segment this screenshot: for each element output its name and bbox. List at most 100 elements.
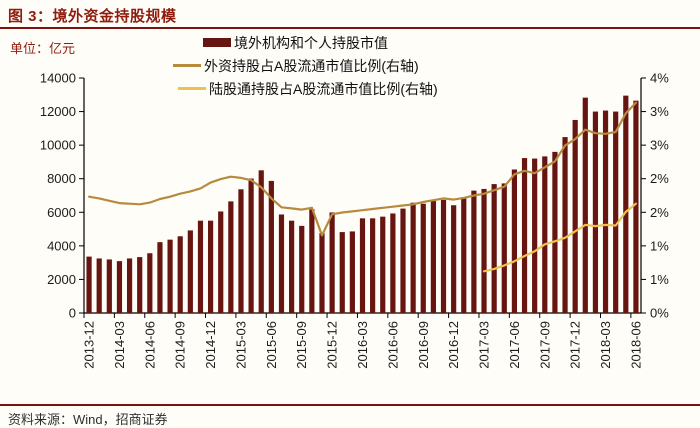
bar [623, 95, 629, 314]
bar [461, 197, 467, 313]
y-axis-label-left: 8000 [47, 171, 76, 186]
x-axis-label: 2017-06 [507, 321, 522, 369]
x-axis-label: 2013-12 [82, 321, 97, 369]
bar [572, 119, 578, 314]
x-axis-label: 2015-09 [294, 321, 309, 369]
source-divider [0, 404, 700, 406]
y-axis-label-left: 0 [69, 306, 76, 321]
bar [440, 199, 447, 313]
bar [126, 258, 133, 313]
y-axis-label-left: 12000 [40, 104, 76, 119]
bar [309, 209, 315, 313]
y-axis-label-left: 14000 [40, 71, 76, 86]
bar [430, 201, 436, 313]
bar [218, 211, 224, 313]
x-axis-label: 2014-06 [142, 321, 157, 369]
bar [532, 158, 538, 313]
bar [491, 184, 497, 313]
bar [96, 258, 102, 313]
bar [521, 158, 528, 313]
y-axis-label-left: 10000 [40, 138, 76, 153]
y-axis-label-right: 2% [650, 205, 669, 220]
bar [248, 178, 254, 313]
bar [207, 220, 214, 313]
x-axis-label: 2018-03 [598, 321, 613, 369]
bar [228, 201, 234, 314]
bar [299, 225, 305, 313]
bar [380, 216, 386, 313]
legend-label-holdings: 境外机构和个人持股市值 [234, 34, 388, 51]
bar [633, 100, 639, 313]
title-divider [0, 27, 700, 29]
bar [289, 220, 295, 313]
legend-item-connect-ratio: 陆股通持股占A股流通市值比例(右轴) [178, 77, 438, 100]
foreign-line-swatch [173, 64, 201, 67]
bar-series-swatch [203, 38, 231, 47]
bar [319, 233, 325, 313]
bar [278, 214, 285, 313]
bar [471, 190, 477, 313]
x-axis-label: 2017-12 [568, 321, 583, 369]
bar [258, 170, 264, 313]
x-axis-label: 2016-03 [355, 321, 370, 369]
bar [400, 208, 406, 313]
y-axis-label-right: 3% [650, 138, 669, 153]
y-axis-label-right: 0% [650, 306, 669, 321]
bar [157, 242, 163, 313]
bar [177, 236, 183, 313]
bar [106, 259, 112, 313]
connect-line-swatch [178, 87, 206, 90]
bar [359, 218, 366, 313]
bar [238, 189, 244, 313]
unit-label: 单位：亿元 [10, 41, 76, 56]
y-axis-label-right: 3% [650, 104, 669, 119]
x-axis-label: 2014-09 [173, 321, 188, 369]
bar [197, 220, 204, 313]
y-axis-label-left: 2000 [47, 272, 76, 287]
legend-label-foreign-ratio: 外资持股占A股流通市值比例(右轴) [204, 57, 419, 74]
x-axis-label: 2014-12 [203, 321, 218, 369]
y-axis-label-right: 1% [650, 272, 669, 287]
bar [116, 261, 123, 313]
x-axis-label: 2016-09 [416, 321, 431, 369]
bar [613, 111, 619, 313]
y-axis-label-right: 1% [650, 238, 669, 253]
bar [339, 232, 345, 313]
bar [420, 203, 426, 313]
bar [501, 183, 507, 313]
chart-legend: 境外机构和个人持股市值 外资持股占A股流通市值比例(右轴) 陆股通持股占A股流通… [173, 31, 438, 100]
x-axis-label: 2015-03 [233, 321, 248, 369]
x-axis-label: 2016-12 [446, 321, 461, 369]
bar [592, 111, 599, 313]
bar [390, 213, 396, 313]
bar [86, 256, 92, 313]
x-axis-label: 2014-03 [112, 321, 127, 369]
bar [511, 169, 518, 313]
bar [329, 212, 335, 313]
bar [147, 253, 153, 313]
x-axis-label: 2015-06 [264, 321, 279, 369]
connect-ratio-line [482, 202, 638, 273]
figure-title: 图 3：境外资金持股规模 [8, 8, 177, 25]
bar [602, 110, 609, 313]
bar [542, 156, 548, 313]
x-axis-label: 2017-09 [537, 321, 552, 369]
y-axis-label-right: 4% [650, 71, 669, 86]
bar [137, 257, 143, 313]
bar [167, 239, 173, 313]
bar [410, 202, 416, 313]
bar [562, 137, 568, 313]
bar [349, 231, 355, 313]
y-axis-label-left: 4000 [47, 238, 76, 253]
bar [187, 230, 193, 313]
x-axis-label: 2018-06 [628, 321, 643, 369]
legend-item-holdings: 境外机构和个人持股市值 [203, 31, 438, 54]
legend-label-connect-ratio: 陆股通持股占A股流通市值比例(右轴) [209, 80, 438, 97]
x-axis-label: 2017-03 [477, 321, 492, 369]
bar [451, 205, 457, 313]
x-axis-label: 2015-12 [325, 321, 340, 369]
bar [268, 180, 274, 313]
x-axis-label: 2016-06 [385, 321, 400, 369]
foreign-ratio-line [87, 101, 638, 237]
